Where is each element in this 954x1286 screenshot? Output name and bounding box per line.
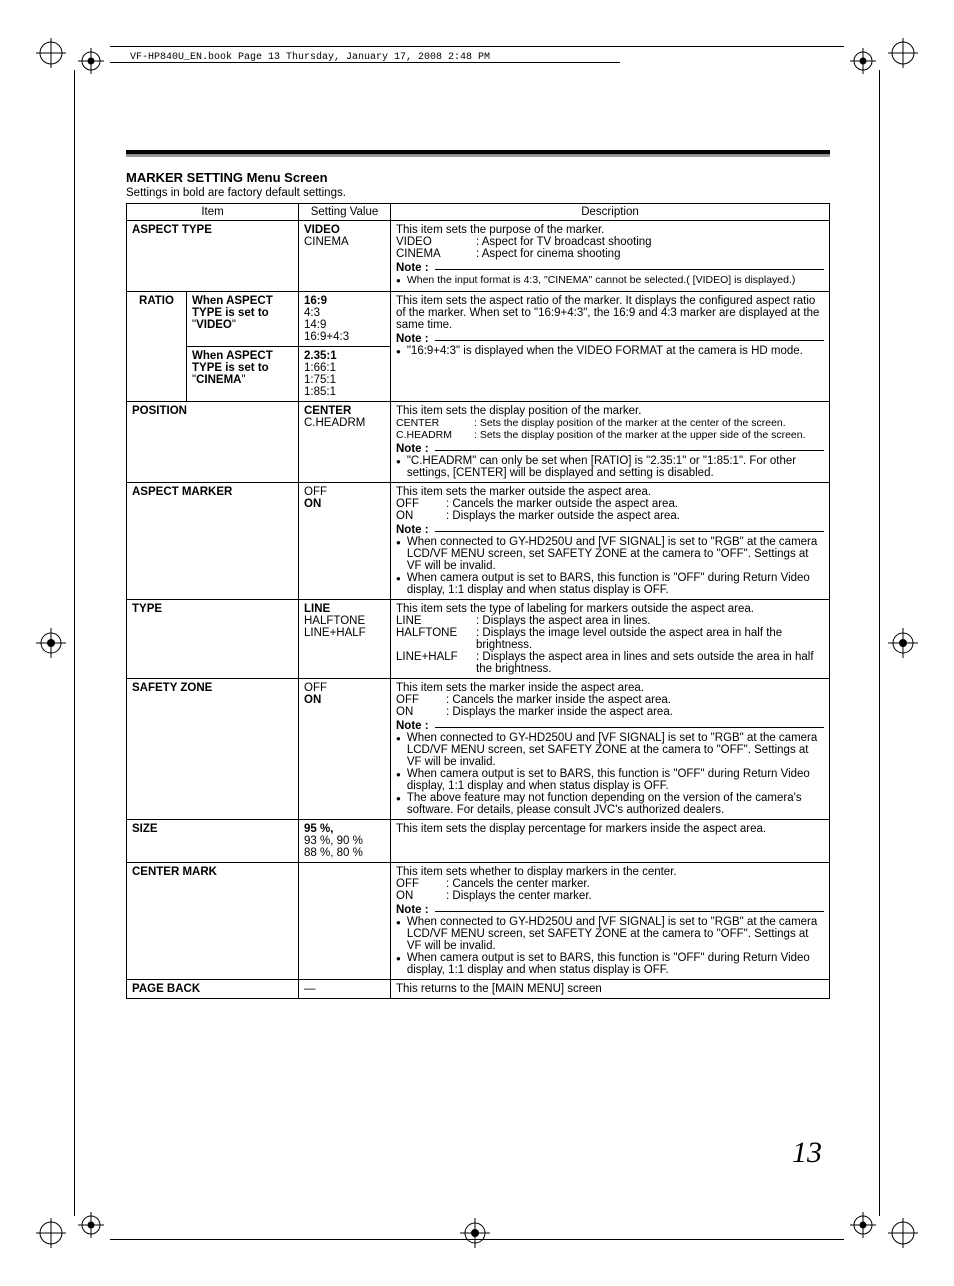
setting-values: CENTER C.HEADRM [299,402,391,483]
description-cell: This item sets the display percentage fo… [391,820,830,863]
row-aspect-marker: ASPECT MARKER OFF ON This item sets the … [127,483,830,600]
item-label: ASPECT MARKER [127,483,299,600]
setting-values: 95 %, 93 %, 90 % 88 %, 80 % [299,820,391,863]
ratio-condition-cinema: When ASPECT TYPE is set to "CINEMA" [187,347,299,402]
crop-mark-icon [888,38,918,68]
section-top-rule [126,150,830,156]
description-cell: This item sets the marker outside the as… [391,483,830,600]
table-header-row: Item Setting Value Description [127,204,830,221]
description-cell: This item sets the purpose of the marker… [391,221,830,292]
ratio-condition-video: When ASPECT TYPE is set to "VIDEO" [187,292,299,347]
col-description: Description [391,204,830,221]
page-number: 13 [792,1136,822,1170]
settings-table: Item Setting Value Description ASPECT TY… [126,203,830,999]
crop-mark-icon [36,38,66,68]
setting-values: OFF ON [299,483,391,600]
description-cell: This item sets the aspect ratio of the m… [391,292,830,402]
register-mark-icon [78,48,104,74]
crop-mark-icon [36,1218,66,1248]
header-runner: VF-HP840U_EN.book Page 13 Thursday, Janu… [130,52,490,63]
item-label: PAGE BACK [127,980,299,999]
register-mark-icon [888,628,918,658]
item-label: CENTER MARK [127,863,299,980]
register-mark-icon [36,628,66,658]
register-mark-icon [460,1218,490,1248]
register-mark-icon [850,48,876,74]
setting-values: LINE HALFTONE LINE+HALF [299,600,391,679]
setting-values: OFF ON [299,679,391,820]
description-cell: This item sets whether to display marker… [391,863,830,980]
row-page-back: PAGE BACK — This returns to the [MAIN ME… [127,980,830,999]
row-center-mark: CENTER MARK This item sets whether to di… [127,863,830,980]
row-safety-zone: SAFETY ZONE OFF ON This item sets the ma… [127,679,830,820]
setting-values: VIDEO CINEMA [299,221,391,292]
setting-values: — [299,980,391,999]
row-aspect-type: ASPECT TYPE VIDEO CINEMA This item sets … [127,221,830,292]
section-title: MARKER SETTING Menu Screen [126,170,830,185]
col-item: Item [127,204,299,221]
description-cell: This returns to the [MAIN MENU] screen [391,980,830,999]
row-position: POSITION CENTER C.HEADRM This item sets … [127,402,830,483]
description-cell: This item sets the marker inside the asp… [391,679,830,820]
col-setting-value: Setting Value [299,204,391,221]
page-content: MARKER SETTING Menu Screen Settings in b… [126,150,830,999]
setting-values: 2.35:1 1:66:1 1:75:1 1:85:1 [299,347,391,402]
row-ratio-video: RATIO When ASPECT TYPE is set to "VIDEO"… [127,292,830,347]
description-cell: This item sets the display position of t… [391,402,830,483]
register-mark-icon [850,1212,876,1238]
section-subnote: Settings in bold are factory default set… [126,187,830,199]
item-label: SIZE [127,820,299,863]
setting-values: 16:9 4:3 14:9 16:9+4:3 [299,292,391,347]
description-cell: This item sets the type of labeling for … [391,600,830,679]
item-label: ASPECT TYPE [127,221,299,292]
register-mark-icon [78,1212,104,1238]
item-label: TYPE [127,600,299,679]
row-size: SIZE 95 %, 93 %, 90 % 88 %, 80 % This it… [127,820,830,863]
setting-values [299,863,391,980]
item-label: RATIO [127,292,187,402]
crop-mark-icon [888,1218,918,1248]
item-label: SAFETY ZONE [127,679,299,820]
row-type: TYPE LINE HALFTONE LINE+HALF This item s… [127,600,830,679]
item-label: POSITION [127,402,299,483]
